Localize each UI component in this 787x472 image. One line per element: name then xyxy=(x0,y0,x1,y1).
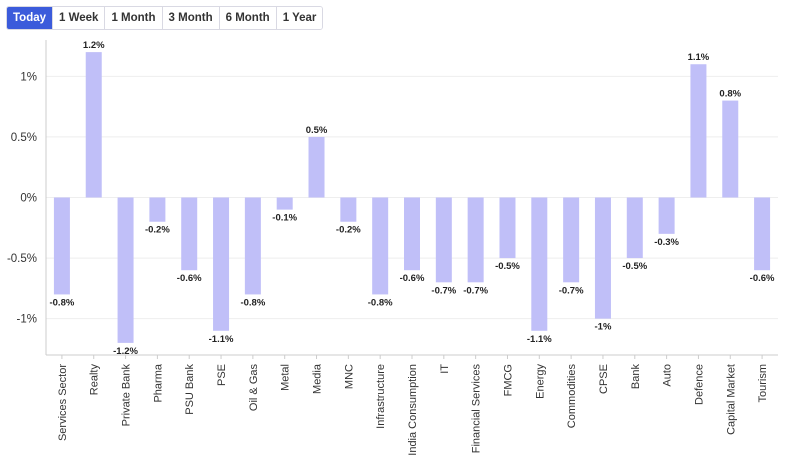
bar-21[interactable] xyxy=(722,100,739,198)
bar-22[interactable] xyxy=(754,197,771,271)
bar-15[interactable] xyxy=(531,197,548,331)
data-label: 0.5% xyxy=(306,125,328,136)
data-label: -0.5% xyxy=(495,261,520,272)
data-label: -0.8% xyxy=(368,297,393,308)
x-tick-label: Tourism xyxy=(757,364,769,403)
x-tick-label: Pharma xyxy=(152,363,164,402)
x-tick-label: Defence xyxy=(693,364,705,405)
bar-1[interactable] xyxy=(85,52,102,198)
tab-1-month[interactable]: 1 Month xyxy=(105,7,163,29)
y-tick-label: -0.5% xyxy=(7,253,37,265)
data-label: -1.2% xyxy=(113,346,138,357)
x-tick-label: Media xyxy=(312,363,324,394)
x-tick-label: Bank xyxy=(630,364,642,390)
x-tick-label: Auto xyxy=(662,364,674,387)
bar-13[interactable] xyxy=(467,197,484,283)
bar-11[interactable] xyxy=(404,197,420,271)
data-label: 1.2% xyxy=(83,40,105,51)
bar-12[interactable] xyxy=(435,197,452,283)
bar-7[interactable] xyxy=(276,197,293,210)
x-tick-label: India Consumption xyxy=(407,364,419,456)
data-label: -0.2% xyxy=(145,225,170,236)
data-label: -0.7% xyxy=(431,285,456,296)
x-tick-label: Energy xyxy=(534,364,546,399)
x-tick-label: Financial Services xyxy=(471,364,483,454)
x-tick-label: PSU Bank xyxy=(184,364,196,415)
data-label: 1.1% xyxy=(688,52,710,63)
x-tick-label: FMCG xyxy=(502,364,514,396)
y-tick-label: 0.5% xyxy=(11,132,37,144)
x-tick-label: Services Sector xyxy=(57,364,69,441)
bar-3[interactable] xyxy=(149,197,166,222)
x-tick-label: PSE xyxy=(216,364,228,386)
bar-14[interactable] xyxy=(499,197,516,259)
bar-16[interactable] xyxy=(563,197,580,283)
bar-8[interactable] xyxy=(308,136,325,198)
x-tick-label: Metal xyxy=(280,364,292,391)
x-tick-label: Commodities xyxy=(566,364,578,429)
tab-1-week[interactable]: 1 Week xyxy=(53,7,106,29)
tab-today[interactable]: Today xyxy=(7,7,54,29)
tab-1-year[interactable]: 1 Year xyxy=(276,7,323,29)
bar-6[interactable] xyxy=(244,197,261,295)
x-tick-label: Infrastructure xyxy=(375,364,387,429)
data-label: -0.3% xyxy=(654,237,679,248)
data-label: -0.7% xyxy=(463,285,488,296)
data-label: -0.5% xyxy=(622,261,647,272)
y-tick-label: -1% xyxy=(17,314,37,326)
x-tick-label: Private Bank xyxy=(121,364,133,427)
chart-axes: 1% 0.5% 0% -0.5% -1% Services Sector Realty Pri… xyxy=(7,40,778,456)
tab-3-month[interactable]: 3 Month xyxy=(162,7,220,29)
bar-10[interactable] xyxy=(372,197,389,295)
x-tick-label: MNC xyxy=(343,364,355,389)
x-tick-label: Realty xyxy=(89,364,101,396)
chart-data-labels: -0.8% 1.2% -1.2% -0.2% -0.6% -1.1% -0.8% -0.1% 0… xyxy=(49,40,775,357)
data-label: -1.1% xyxy=(209,334,234,345)
y-tick-label: 1% xyxy=(20,71,37,83)
bar-4[interactable] xyxy=(181,197,198,271)
bar-0[interactable] xyxy=(53,197,70,295)
data-label: -0.6% xyxy=(400,273,425,284)
data-label: -1.1% xyxy=(527,334,552,345)
bar-5[interactable] xyxy=(213,197,230,331)
data-label: 0.8% xyxy=(719,89,741,100)
data-label: -0.6% xyxy=(750,273,775,284)
data-label: -0.2% xyxy=(336,225,361,236)
data-label: -0.8% xyxy=(240,297,265,308)
bar-18[interactable] xyxy=(626,197,643,259)
data-label: -0.8% xyxy=(49,297,74,308)
tab-6-month[interactable]: 6 Month xyxy=(219,7,277,29)
x-tick-label: IT xyxy=(439,364,451,374)
x-tick-label: CPSE xyxy=(598,364,610,394)
bar-2[interactable] xyxy=(117,197,134,343)
chart-bars xyxy=(53,52,771,343)
data-label: -0.6% xyxy=(177,273,202,284)
data-label: -1% xyxy=(595,322,612,333)
bar-9[interactable] xyxy=(340,197,357,222)
bar-20[interactable] xyxy=(690,64,707,198)
x-tick-label: Capital Market xyxy=(725,364,737,435)
period-tab-bar: Today 1 Week 1 Month 3 Month 6 Month 1 Y… xyxy=(6,6,324,30)
bar-19[interactable] xyxy=(658,197,675,234)
y-tick-label: 0% xyxy=(20,193,37,205)
data-label: -0.7% xyxy=(559,285,584,296)
bar-17[interactable] xyxy=(594,197,611,319)
x-tick-label: Oil & Gas xyxy=(248,364,260,412)
data-label: -0.1% xyxy=(272,213,297,224)
